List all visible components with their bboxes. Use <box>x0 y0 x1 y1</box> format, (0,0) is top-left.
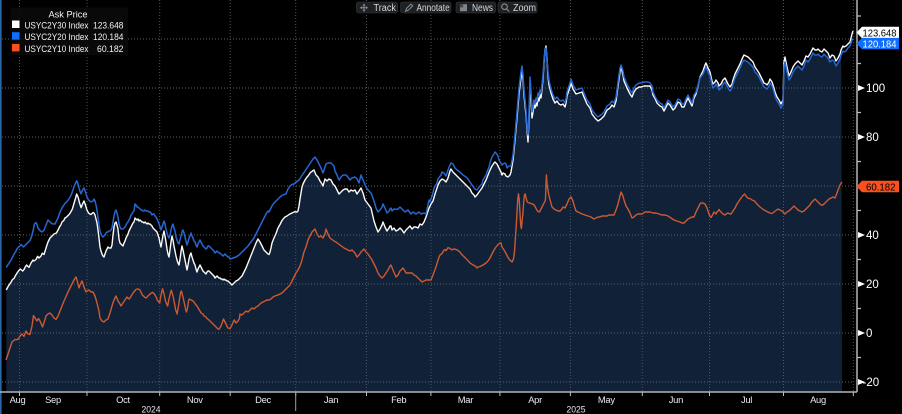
svg-text:120.184: 120.184 <box>863 39 897 50</box>
svg-text:2025: 2025 <box>567 404 586 414</box>
svg-text:60.182: 60.182 <box>866 182 896 193</box>
svg-text:2024: 2024 <box>142 404 161 414</box>
svg-text:-20: -20 <box>863 377 880 389</box>
svg-text:Sep: Sep <box>45 394 61 405</box>
svg-text:Jun: Jun <box>669 394 683 405</box>
svg-text:Zoom: Zoom <box>513 3 536 14</box>
svg-text:20: 20 <box>866 279 879 291</box>
svg-text:120.184: 120.184 <box>93 31 124 42</box>
svg-text:0: 0 <box>866 328 872 340</box>
svg-text:123.648: 123.648 <box>93 20 124 31</box>
svg-text:80: 80 <box>866 132 879 144</box>
svg-text:USYC2Y30 Index: USYC2Y30 Index <box>25 20 89 31</box>
svg-text:Feb: Feb <box>391 394 406 405</box>
svg-text:Mar: Mar <box>458 394 473 405</box>
svg-text:News: News <box>472 3 493 14</box>
svg-text:Aug: Aug <box>810 394 826 405</box>
svg-text:Track: Track <box>374 3 397 14</box>
svg-text:USYC2Y10 Index: USYC2Y10 Index <box>25 43 89 54</box>
svg-text:May: May <box>598 394 615 405</box>
svg-text:40: 40 <box>866 230 879 242</box>
svg-text:Apr: Apr <box>528 394 542 405</box>
svg-text:Oct: Oct <box>116 394 130 405</box>
svg-text:USYC2Y20 Index: USYC2Y20 Index <box>25 31 89 42</box>
svg-text:Jan: Jan <box>324 394 338 405</box>
svg-text:Jul: Jul <box>741 394 752 405</box>
svg-text:Ask Price: Ask Price <box>49 9 88 20</box>
svg-text:Aug: Aug <box>10 394 26 405</box>
svg-text:Nov: Nov <box>187 394 203 405</box>
svg-text:Dec: Dec <box>255 394 271 405</box>
svg-text:60.182: 60.182 <box>97 43 124 54</box>
svg-text:123.648: 123.648 <box>863 28 897 39</box>
svg-text:Annotate: Annotate <box>417 3 451 14</box>
svg-text:100: 100 <box>866 83 885 95</box>
